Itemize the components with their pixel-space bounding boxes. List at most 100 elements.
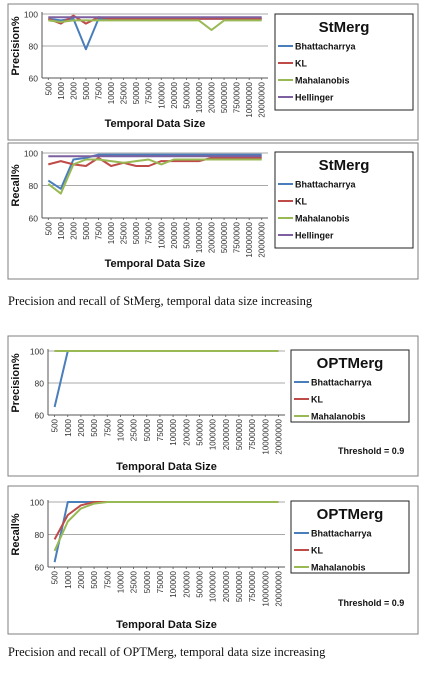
x-tick-label: 200000 bbox=[182, 418, 191, 445]
series-line-mahalanobis bbox=[53, 501, 279, 552]
x-tick-label: 7500000 bbox=[233, 81, 242, 113]
legend-entry: Hellinger bbox=[295, 231, 334, 241]
y-tick-label: 80 bbox=[29, 42, 39, 52]
legend-entry: Bhattacharrya bbox=[311, 378, 373, 388]
x-tick-label: 200000 bbox=[182, 570, 191, 597]
legend-entry: Mahalanobis bbox=[295, 214, 350, 224]
x-tick-label: 10000 bbox=[107, 221, 116, 244]
x-tick-label: 10000 bbox=[116, 570, 125, 593]
legend-box bbox=[290, 500, 410, 574]
x-tick-label: 1000000 bbox=[209, 418, 218, 450]
x-tick-label: 10000 bbox=[116, 418, 125, 441]
x-tick-label: 2000 bbox=[69, 221, 78, 239]
x-tick-label: 100000 bbox=[157, 81, 166, 108]
x-tick-label: 10000000 bbox=[261, 570, 270, 606]
y-tick-label: 60 bbox=[29, 214, 39, 224]
x-tick-label: 25000 bbox=[130, 418, 139, 441]
x-tick-label: 7500 bbox=[95, 221, 104, 239]
y-tick-label: 100 bbox=[24, 149, 38, 159]
x-tick-label: 5000 bbox=[90, 418, 99, 436]
y-tick-label: 100 bbox=[24, 10, 38, 20]
x-tick-label: 7500000 bbox=[233, 221, 242, 253]
legend-entry: Mahalanobis bbox=[311, 412, 366, 422]
x-tick-label: 1000 bbox=[57, 221, 66, 239]
x-tick-label: 7500 bbox=[103, 418, 112, 436]
x-tick-label: 1000 bbox=[57, 81, 66, 99]
y-tick-label: 80 bbox=[29, 181, 39, 191]
x-tick-label: 5000000 bbox=[235, 570, 244, 602]
threshold-annotation: Threshold = 0.9 bbox=[338, 598, 404, 608]
x-tick-label: 200000 bbox=[170, 81, 179, 108]
x-tick-label: 2000000 bbox=[222, 570, 231, 602]
caption-optmerg: Precision and recall of OPTMerg, tempora… bbox=[8, 645, 326, 659]
x-tick-label: 7500000 bbox=[248, 418, 257, 450]
x-tick-label: 10000000 bbox=[245, 81, 254, 117]
x-tick-label: 7500000 bbox=[248, 570, 257, 602]
x-tick-label: 2000 bbox=[77, 570, 86, 588]
caption-stmerg: Precision and recall of StMerg, temporal… bbox=[8, 294, 313, 308]
y-tick-label: 80 bbox=[35, 379, 45, 389]
x-tick-label: 1000 bbox=[64, 418, 73, 436]
chart-title: OPTMerg bbox=[317, 506, 384, 523]
y-tick-label: 80 bbox=[35, 530, 45, 540]
series-line-mahalanobis bbox=[47, 158, 262, 195]
x-tick-label: 500 bbox=[44, 81, 53, 95]
x-tick-label: 75000 bbox=[145, 81, 154, 104]
legend-entry: Bhattacharrya bbox=[295, 42, 357, 52]
legend-entry: Hellinger bbox=[295, 93, 334, 103]
x-tick-label: 10000000 bbox=[245, 221, 254, 257]
x-tick-label: 25000 bbox=[120, 221, 129, 244]
chart-4: 60 80 100 500 1000 2000 5000 7500 10000 25000 5000… bbox=[7, 485, 419, 635]
x-tick-label: 75000 bbox=[145, 221, 154, 244]
legend-entry: Mahalanobis bbox=[295, 76, 350, 86]
x-tick-label: 500 bbox=[44, 221, 53, 235]
x-tick-label: 100000 bbox=[169, 570, 178, 597]
legend-entry: KL bbox=[311, 395, 323, 405]
x-tick-label: 20000000 bbox=[258, 221, 267, 257]
x-tick-label: 500000 bbox=[182, 221, 191, 248]
x-tick-label: 50000 bbox=[132, 81, 141, 104]
y-tick-label: 60 bbox=[35, 563, 45, 573]
x-tick-label: 200000 bbox=[170, 221, 179, 248]
x-axis-title: Temporal Data Size bbox=[105, 118, 206, 130]
x-tick-label: 5000 bbox=[82, 81, 91, 99]
legend-box bbox=[274, 151, 414, 249]
chart-title: StMerg bbox=[319, 157, 370, 174]
y-tick-label: 100 bbox=[30, 498, 44, 508]
x-tick-label: 25000 bbox=[130, 570, 139, 593]
x-tick-label: 5000 bbox=[90, 570, 99, 588]
x-tick-label: 20000000 bbox=[274, 418, 283, 454]
x-tick-label: 500000 bbox=[195, 570, 204, 597]
x-tick-label: 1000000 bbox=[195, 81, 204, 113]
threshold-annotation: Threshold = 0.9 bbox=[338, 446, 404, 456]
x-tick-label: 10000 bbox=[107, 81, 116, 104]
series-line-bhattacharrya bbox=[47, 153, 262, 190]
x-tick-label: 2000000 bbox=[222, 418, 231, 450]
x-tick-label: 75000 bbox=[156, 418, 165, 441]
x-tick-label: 10000000 bbox=[261, 418, 270, 454]
legend-entry: KL bbox=[295, 59, 307, 69]
x-tick-label: 5000000 bbox=[220, 81, 229, 113]
legend-entry: Bhattacharrya bbox=[311, 529, 373, 539]
x-tick-label: 25000 bbox=[120, 81, 129, 104]
x-tick-label: 2000 bbox=[69, 81, 78, 99]
x-tick-label: 100000 bbox=[157, 221, 166, 248]
chart-title: StMerg bbox=[319, 19, 370, 36]
y-axis-title: Recall% bbox=[10, 164, 22, 206]
legend-entry: KL bbox=[295, 197, 307, 207]
x-tick-label: 500000 bbox=[195, 418, 204, 445]
x-tick-label: 2000000 bbox=[208, 221, 217, 253]
y-tick-label: 100 bbox=[30, 347, 44, 357]
y-axis-title: Recall% bbox=[10, 513, 22, 555]
x-tick-label: 1000 bbox=[64, 570, 73, 588]
x-tick-label: 50000 bbox=[143, 570, 152, 593]
x-tick-label: 50000 bbox=[132, 221, 141, 244]
x-tick-label: 500000 bbox=[182, 81, 191, 108]
y-axis-title: Precision% bbox=[10, 16, 22, 76]
x-axis-title: Temporal Data Size bbox=[116, 461, 217, 473]
x-tick-label: 2000 bbox=[77, 418, 86, 436]
x-tick-label: 50000 bbox=[143, 418, 152, 441]
series-line-kl bbox=[47, 14, 262, 25]
